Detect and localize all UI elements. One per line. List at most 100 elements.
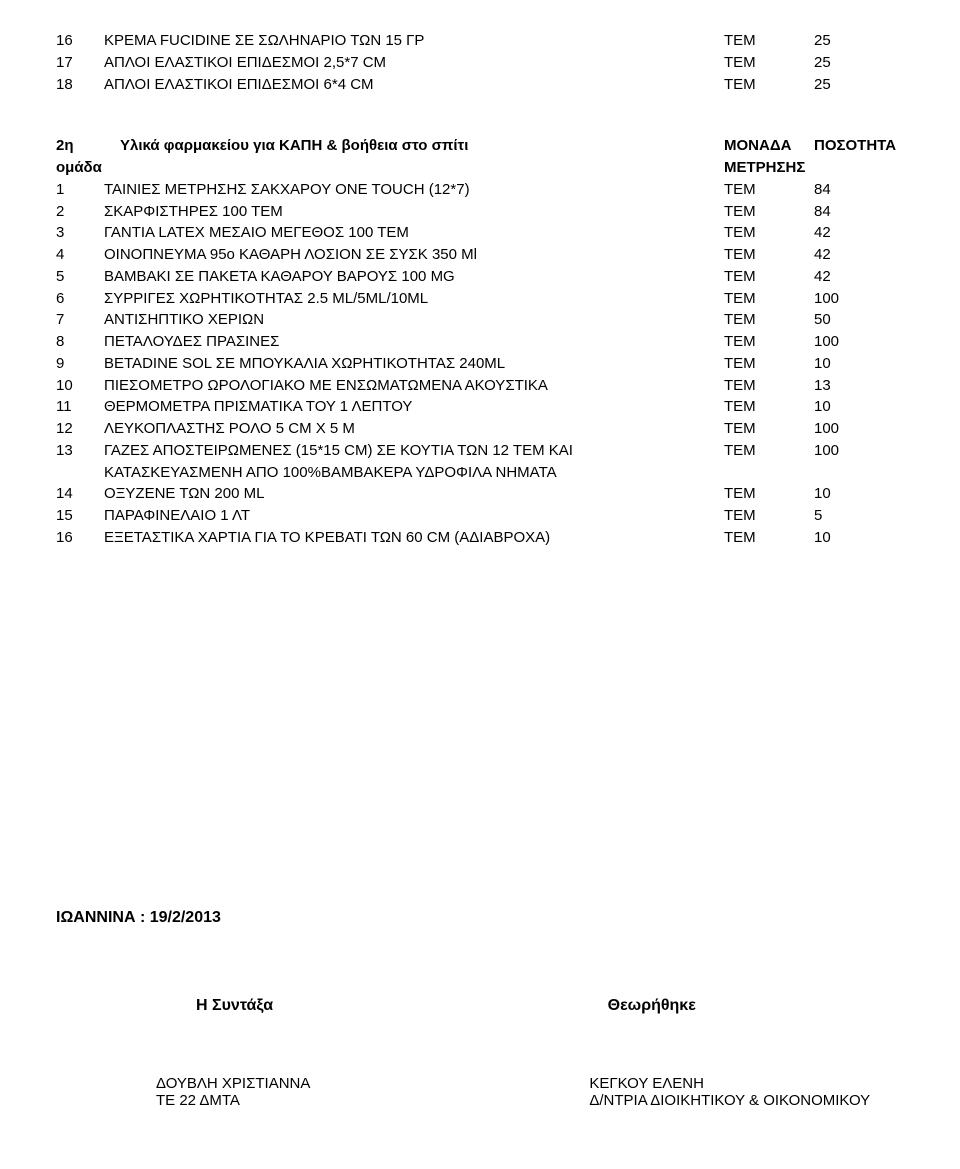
cell-unit: TEM bbox=[724, 74, 814, 96]
cell-qty: 42 bbox=[814, 222, 904, 244]
cell-unit: TEM bbox=[724, 288, 814, 310]
cell-unit: TEM bbox=[724, 331, 814, 353]
table-row: 8 ΠΕΤΑΛΟΥΔΕΣ ΠΡΑΣΙΝΕΣ TEM 100 bbox=[56, 331, 904, 353]
group2-header-row2: ομάδα ΜΕΤΡΗΣΗΣ bbox=[56, 157, 904, 179]
cell-unit: TEM bbox=[724, 30, 814, 52]
cell-unit: TEM bbox=[724, 375, 814, 397]
cell-desc: ΑΠΛΟΙ ΕΛΑΣΤΙΚΟΙ ΕΠΙΔΕΣΜΟΙ 6*4 CM bbox=[104, 74, 724, 96]
cell-unit: TEM bbox=[724, 527, 814, 549]
cell-desc: ΤΑΙΝΙΕΣ ΜΕΤΡΗΣΗΣ ΣΑΚΧΑΡΟΥ ONE TOUCH (12*… bbox=[104, 179, 724, 201]
cell-n: 9 bbox=[56, 353, 104, 375]
cell-desc: ΚΡΕΜΑ FUCIDINE ΣΕ ΣΩΛΗΝΑΡΙΟ ΤΩΝ 15 ΓΡ bbox=[104, 30, 724, 52]
cell-desc: ΑΠΛΟΙ ΕΛΑΣΤΙΚΟΙ ΕΠΙΔΕΣΜΟΙ 2,5*7 CM bbox=[104, 52, 724, 74]
signature-right-name1: ΚΕΓΚΟΥ ΕΛΕΝΗ bbox=[589, 1075, 904, 1092]
group2-header-title: Υλικά φαρμακείου για ΚΑΠΗ & βοήθεια στο … bbox=[120, 135, 724, 157]
table-row: 15 ΠΑΡΑΦΙΝΕΛΑΙΟ 1 ΛΤ TEM 5 bbox=[56, 505, 904, 527]
cell-n: 7 bbox=[56, 309, 104, 331]
cell-n: 15 bbox=[56, 505, 104, 527]
table-row: 5 ΒΑΜΒΑΚΙ ΣΕ ΠΑΚΕΤΑ ΚΑΘΑΡΟΥ ΒΑΡΟΥΣ 100 M… bbox=[56, 266, 904, 288]
signature-right-header: Θεωρήθηκε bbox=[548, 997, 904, 1015]
cell-n: 6 bbox=[56, 288, 104, 310]
cell-n: 2 bbox=[56, 201, 104, 223]
table-row: 4 ΟΙΝΟΠΝΕΥΜΑ 95ο ΚΑΘΑΡΗ ΛΟΣΙΟΝ ΣΕ ΣΥΣΚ 3… bbox=[56, 244, 904, 266]
cell-qty: 10 bbox=[814, 353, 904, 375]
table-row: 7 ΑΝΤΙΣΗΠΤΙΚΟ ΧΕΡΙΩΝ TEM 50 bbox=[56, 309, 904, 331]
signature-names: ΔΟΥΒΛΗ ΧΡΙΣΤΙΑΝΝΑ ΤΕ 22 ΔΜΤΑ ΚΕΓΚΟΥ ΕΛΕΝ… bbox=[56, 1075, 904, 1109]
cell-n: 1 bbox=[56, 179, 104, 201]
table-row: 17 ΑΠΛΟΙ ΕΛΑΣΤΙΚΟΙ ΕΠΙΔΕΣΜΟΙ 2,5*7 CM TE… bbox=[56, 52, 904, 74]
cell-qty: 50 bbox=[814, 309, 904, 331]
cell-n: 16 bbox=[56, 527, 104, 549]
cell-unit: TEM bbox=[724, 396, 814, 418]
cell-unit: TEM bbox=[724, 353, 814, 375]
cell-desc-cont: ΚΑΤΑΣΚΕΥΑΣΜΕΝΗ ΑΠΟ 100%ΒΑΜΒΑΚΕΡΑ ΥΔΡΟΦΙΛ… bbox=[104, 462, 724, 484]
cell-desc: ΓΑΝΤΙΑ LATEX ΜΕΣΑΙΟ ΜΕΓΕΘΟΣ 100 ΤΕΜ bbox=[104, 222, 724, 244]
cell-unit: TEM bbox=[724, 179, 814, 201]
table-row: 16 ΚΡΕΜΑ FUCIDINE ΣΕ ΣΩΛΗΝΑΡΙΟ ΤΩΝ 15 ΓΡ… bbox=[56, 30, 904, 52]
cell-qty: 25 bbox=[814, 74, 904, 96]
table-row: 11 ΘΕΡΜΟΜΕΤΡΑ ΠΡΙΣΜΑΤΙΚΑ ΤΟΥ 1 ΛΕΠΤΟΥ TE… bbox=[56, 396, 904, 418]
cell-qty: 100 bbox=[814, 288, 904, 310]
cell-n: 5 bbox=[56, 266, 104, 288]
cell-unit: TEM bbox=[724, 266, 814, 288]
cell-n: 12 bbox=[56, 418, 104, 440]
cell-desc: ΟΞΥΖΕΝΕ ΤΩΝ 200 ML bbox=[104, 483, 724, 505]
table-row: 12 ΛΕΥΚΟΠΛΑΣΤΗΣ ΡΟΛΟ 5 CM X 5 Μ TEM 100 bbox=[56, 418, 904, 440]
cell-n: 13 bbox=[56, 440, 104, 462]
signature-left-name2: ΤΕ 22 ΔΜΤΑ bbox=[156, 1092, 529, 1109]
cell-qty: 13 bbox=[814, 375, 904, 397]
cell-qty: 10 bbox=[814, 483, 904, 505]
table-row: 10 ΠΙΕΣΟΜΕΤΡΟ ΩΡΟΛΟΓΙΑΚΟ ΜΕ ΕΝΣΩΜΑΤΩΜΕΝΑ… bbox=[56, 375, 904, 397]
table1-body: 16 ΚΡΕΜΑ FUCIDINE ΣΕ ΣΩΛΗΝΑΡΙΟ ΤΩΝ 15 ΓΡ… bbox=[56, 30, 904, 95]
cell-qty: 100 bbox=[814, 440, 904, 462]
group2-header-n2: ομάδα bbox=[56, 157, 120, 179]
cell-unit: TEM bbox=[724, 52, 814, 74]
cell-n: 8 bbox=[56, 331, 104, 353]
cell-unit: TEM bbox=[724, 309, 814, 331]
cell-unit: TEM bbox=[724, 418, 814, 440]
table2-body: 1 ΤΑΙΝΙΕΣ ΜΕΤΡΗΣΗΣ ΣΑΚΧΑΡΟΥ ONE TOUCH (1… bbox=[56, 179, 904, 549]
cell-desc: ΛΕΥΚΟΠΛΑΣΤΗΣ ΡΟΛΟ 5 CM X 5 Μ bbox=[104, 418, 724, 440]
cell-unit: TEM bbox=[724, 201, 814, 223]
signature-left-name1: ΔΟΥΒΛΗ ΧΡΙΣΤΙΑΝΝΑ bbox=[156, 1075, 529, 1092]
cell-desc: ΣΚΑΡΦΙΣΤΗΡΕΣ 100 ΤΕΜ bbox=[104, 201, 724, 223]
group2-header-qty: ΠΟΣΟΤΗΤΑ bbox=[814, 135, 904, 157]
cell-n: 11 bbox=[56, 396, 104, 418]
cell-qty: 10 bbox=[814, 396, 904, 418]
cell-unit: TEM bbox=[724, 244, 814, 266]
cell-desc: ΑΝΤΙΣΗΠΤΙΚΟ ΧΕΡΙΩΝ bbox=[104, 309, 724, 331]
cell-desc: ΘΕΡΜΟΜΕΤΡΑ ΠΡΙΣΜΑΤΙΚΑ ΤΟΥ 1 ΛΕΠΤΟΥ bbox=[104, 396, 724, 418]
cell-desc: ΟΙΝΟΠΝΕΥΜΑ 95ο ΚΑΘΑΡΗ ΛΟΣΙΟΝ ΣΕ ΣΥΣΚ 350… bbox=[104, 244, 724, 266]
cell-qty: 5 bbox=[814, 505, 904, 527]
cell-unit: TEM bbox=[724, 483, 814, 505]
cell-qty: 42 bbox=[814, 244, 904, 266]
cell-n: 18 bbox=[56, 74, 104, 96]
group2-header-unit2: ΜΕΤΡΗΣΗΣ bbox=[724, 157, 814, 179]
cell-qty: 84 bbox=[814, 179, 904, 201]
table-row: 1 ΤΑΙΝΙΕΣ ΜΕΤΡΗΣΗΣ ΣΑΚΧΑΡΟΥ ONE TOUCH (1… bbox=[56, 179, 904, 201]
cell-desc: ΣΥΡΡΙΓΕΣ ΧΩΡΗΤΙΚΟΤΗΤΑΣ 2.5 ML/5ML/10ML bbox=[104, 288, 724, 310]
cell-desc: ΓΑΖΕΣ ΑΠΟΣΤΕΙΡΩΜΕΝΕΣ (15*15 CM) ΣΕ ΚΟΥΤΙ… bbox=[104, 440, 724, 462]
cell-desc: ΒΑΜΒΑΚΙ ΣΕ ΠΑΚΕΤΑ ΚΑΘΑΡΟΥ ΒΑΡΟΥΣ 100 MG bbox=[104, 266, 724, 288]
table-row: 6 ΣΥΡΡΙΓΕΣ ΧΩΡΗΤΙΚΟΤΗΤΑΣ 2.5 ML/5ML/10ML… bbox=[56, 288, 904, 310]
document-page: 16 ΚΡΕΜΑ FUCIDINE ΣΕ ΣΩΛΗΝΑΡΙΟ ΤΩΝ 15 ΓΡ… bbox=[0, 0, 960, 1169]
cell-n: 14 bbox=[56, 483, 104, 505]
cell-unit: TEM bbox=[724, 440, 814, 462]
group2-header-row: 2η Υλικά φαρμακείου για ΚΑΠΗ & βοήθεια σ… bbox=[56, 135, 904, 157]
signature-right-names: ΚΕΓΚΟΥ ΕΛΕΝΗ Δ/ΝΤΡΙΑ ΔΙΟΙΚΗΤΙΚΟΥ & ΟΙΚΟΝ… bbox=[529, 1075, 904, 1109]
cell-n: 4 bbox=[56, 244, 104, 266]
cell-desc: BETADINE SOL ΣΕ ΜΠΟΥΚΑΛΙΑ ΧΩΡΗΤΙΚΟΤΗΤΑΣ … bbox=[104, 353, 724, 375]
cell-n: 10 bbox=[56, 375, 104, 397]
footer-date-line: ΙΩΑΝΝΙΝΑ : 19/2/2013 bbox=[56, 909, 904, 927]
cell-qty: 42 bbox=[814, 266, 904, 288]
cell-qty: 100 bbox=[814, 331, 904, 353]
table-row: 16 ΕΞΕΤΑΣΤΙΚΑ ΧΑΡΤΙΑ ΓΙΑ ΤΟ ΚΡΕΒΑΤΙ ΤΩΝ … bbox=[56, 527, 904, 549]
cell-n: 16 bbox=[56, 30, 104, 52]
group2-header-unit: ΜΟΝΑΔΑ bbox=[724, 135, 814, 157]
table-row: 9 BETADINE SOL ΣΕ ΜΠΟΥΚΑΛΙΑ ΧΩΡΗΤΙΚΟΤΗΤΑ… bbox=[56, 353, 904, 375]
cell-unit: TEM bbox=[724, 222, 814, 244]
table-row: 13 ΓΑΖΕΣ ΑΠΟΣΤΕΙΡΩΜΕΝΕΣ (15*15 CM) ΣΕ ΚΟ… bbox=[56, 440, 904, 462]
cell-desc: ΠΙΕΣΟΜΕΤΡΟ ΩΡΟΛΟΓΙΑΚΟ ΜΕ ΕΝΣΩΜΑΤΩΜΕΝΑ ΑΚ… bbox=[104, 375, 724, 397]
signature-left-names: ΔΟΥΒΛΗ ΧΡΙΣΤΙΑΝΝΑ ΤΕ 22 ΔΜΤΑ bbox=[56, 1075, 529, 1109]
signature-right-name2: Δ/ΝΤΡΙΑ ΔΙΟΙΚΗΤΙΚΟΥ & ΟΙΚΟΝΟΜΙΚΟΥ bbox=[589, 1092, 904, 1109]
